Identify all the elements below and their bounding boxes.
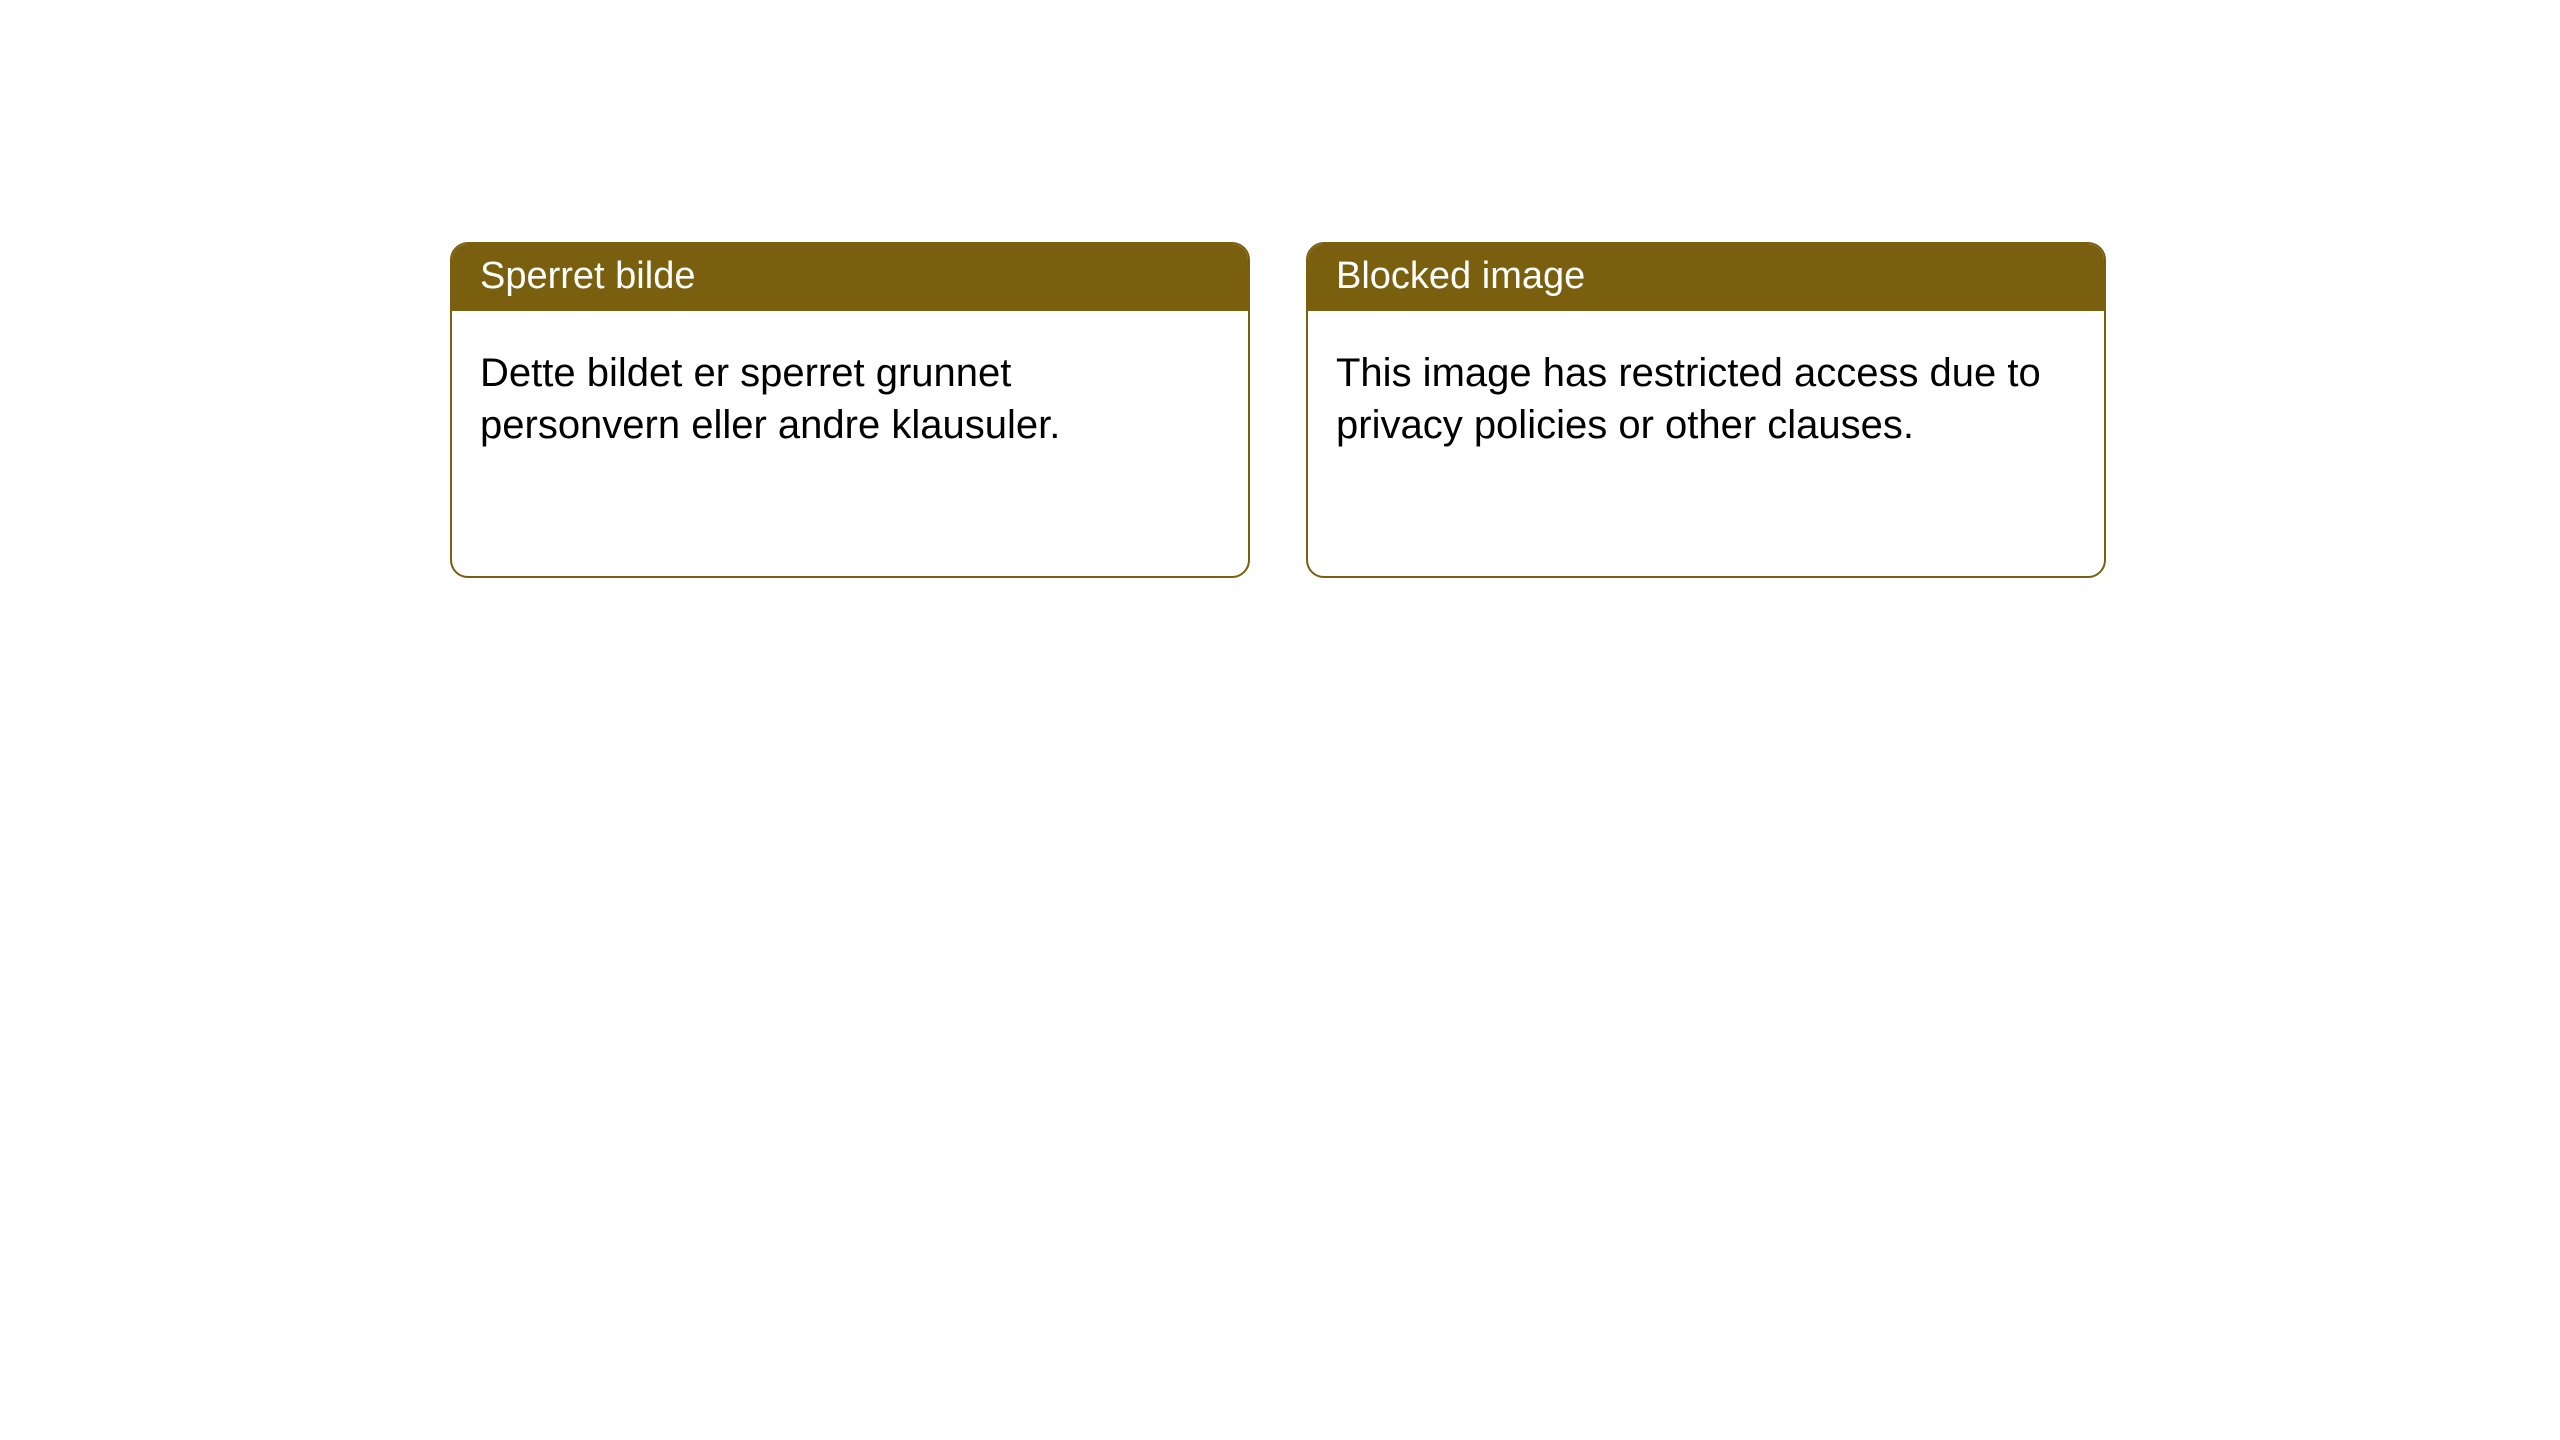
notice-card-english: Blocked image This image has restricted … bbox=[1306, 242, 2106, 578]
notice-body: Dette bildet er sperret grunnet personve… bbox=[452, 311, 1248, 487]
notice-body: This image has restricted access due to … bbox=[1308, 311, 2104, 487]
notice-container: Sperret bilde Dette bildet er sperret gr… bbox=[0, 0, 2560, 578]
notice-header: Sperret bilde bbox=[452, 244, 1248, 311]
notice-header: Blocked image bbox=[1308, 244, 2104, 311]
notice-card-norwegian: Sperret bilde Dette bildet er sperret gr… bbox=[450, 242, 1250, 578]
